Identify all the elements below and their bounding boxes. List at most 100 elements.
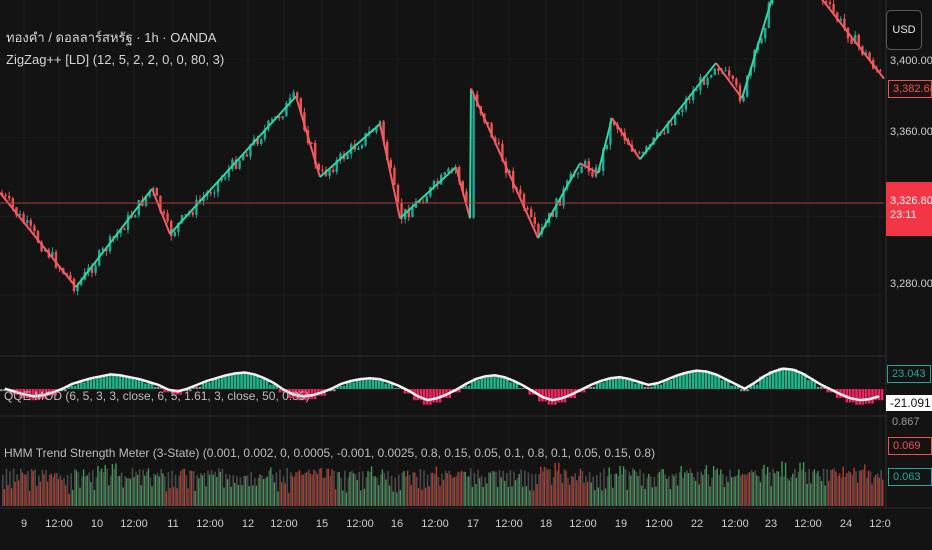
candle-body: [728, 70, 730, 75]
hmm-bar-neutral: [351, 471, 353, 506]
hmm-bar-state: [393, 492, 394, 506]
time-tick: 22: [691, 518, 703, 530]
hmm-bar-state: [202, 475, 203, 506]
hmm-bar-state: [223, 488, 224, 506]
hmm-bar-neutral: [621, 474, 623, 506]
hmm-bar-state: [270, 468, 271, 506]
hmm-bar-state: [735, 476, 736, 506]
hmm-bar-state: [187, 488, 188, 506]
hmm-bar-neutral: [24, 474, 26, 506]
hmm-bar-state: [709, 486, 710, 506]
hmm-bar-neutral: [546, 468, 548, 506]
qqe-bar: [612, 379, 615, 389]
candle-body: [8, 196, 10, 198]
candle-body: [588, 161, 590, 172]
qqe-bar: [468, 386, 471, 389]
qqe-bar: [714, 374, 717, 389]
hmm-bar-neutral: [344, 471, 346, 506]
candle-body: [534, 217, 536, 224]
hmm-bar-neutral: [729, 470, 731, 506]
qqe-bar: [208, 382, 211, 389]
candle-body: [346, 154, 348, 159]
qqe-bar: [125, 378, 128, 389]
hmm-bar-state: [868, 471, 869, 506]
currency-button[interactable]: USD: [886, 10, 922, 50]
qqe-bar: [128, 378, 131, 389]
hmm-bar-neutral: [463, 472, 465, 506]
qqe-bar: [878, 389, 881, 400]
qqe-bar: [464, 386, 467, 389]
hmm-bar-neutral: [690, 468, 692, 506]
hmm-bar-state: [803, 462, 804, 506]
hmm-bar-neutral: [733, 477, 735, 506]
hmm-bar-neutral: [229, 475, 231, 506]
hmm-bar-neutral: [672, 474, 674, 506]
hmm-bar-state: [198, 478, 199, 506]
hmm-bar-neutral: [103, 472, 105, 506]
zigzag-indicator-label[interactable]: ZigZag++ [LD] (12, 5, 2, 2, 0, 0, 80, 3): [6, 52, 224, 68]
hmm-bar-state: [565, 471, 566, 506]
qqe-bar: [115, 376, 118, 389]
hmm-bar-neutral: [837, 476, 839, 506]
hmm-bar-neutral: [117, 476, 119, 506]
qqe-bar: [561, 389, 564, 402]
candle-body: [426, 196, 428, 203]
hmm-bar-neutral: [513, 472, 515, 506]
hmm-bar-state: [522, 487, 523, 506]
hmm-bar-neutral: [524, 470, 526, 506]
hmm-bar-neutral: [380, 474, 382, 506]
qqe-bar: [871, 389, 874, 404]
symbol-title[interactable]: ทองคำ / ดอลลาร์สหรัฐ · 1h · OANDA: [6, 30, 216, 46]
hmm-bar-neutral: [708, 474, 710, 506]
candle-body: [156, 188, 158, 196]
hmm-bar-neutral: [200, 473, 202, 506]
hmm-bar-state: [555, 463, 556, 506]
candle-body: [519, 189, 521, 194]
hmm-bar-neutral: [348, 477, 350, 506]
hmm-bar-state: [97, 466, 98, 506]
qqe-bar: [689, 372, 692, 389]
hmm-bar-neutral: [402, 473, 404, 506]
qqe-bar: [679, 376, 682, 389]
hmm-bar-neutral: [636, 472, 638, 506]
qqe-bar: [666, 380, 669, 389]
qqe-bar: [487, 377, 490, 389]
qqe-indicator-label[interactable]: QQE MOD (6, 5, 3, 3, close, 6, 5, 1.61, …: [4, 389, 309, 403]
hmm-bar-neutral: [160, 469, 162, 506]
qqe-bar: [436, 389, 439, 402]
hmm-bar-neutral: [484, 477, 486, 506]
hmm-bar-neutral: [823, 469, 825, 506]
hmm-bar-neutral: [290, 472, 292, 506]
qqe-bar: [634, 383, 637, 389]
hmm-bar-neutral: [506, 473, 508, 506]
candle: [714, 68, 716, 76]
hmm-bar-state: [411, 485, 412, 506]
candle-body: [33, 226, 35, 231]
hmm-bar-state: [205, 486, 206, 506]
hmm-bar-state: [767, 467, 768, 506]
hmm-bar-state: [691, 473, 692, 506]
hmm-bar-state: [33, 471, 34, 506]
hmm-bar-state: [382, 470, 383, 506]
time-tick: 12:0: [869, 518, 890, 530]
qqe-bar: [234, 373, 237, 389]
hmm-bar-state: [292, 476, 293, 506]
hmm-bar-neutral: [218, 468, 220, 506]
hmm-bar-state: [864, 464, 865, 506]
candle-body: [94, 265, 96, 273]
hmm-bar-neutral: [319, 469, 321, 506]
candle-body: [332, 170, 334, 172]
hmm-bar-neutral: [45, 470, 47, 506]
hmm-indicator-label[interactable]: HMM Trend Strength Meter (3-State) (0.00…: [4, 446, 655, 460]
hmm-bar-state: [151, 486, 152, 506]
hmm-bar-neutral: [81, 476, 83, 506]
qqe-bar: [519, 388, 522, 389]
candle-body: [638, 152, 640, 153]
qqe-bar: [378, 380, 381, 389]
qqe-bar: [112, 374, 115, 389]
qqe-bar: [551, 389, 554, 405]
qqe-bar: [80, 382, 83, 389]
hmm-bar-neutral: [232, 475, 234, 506]
candle-body: [840, 19, 842, 21]
